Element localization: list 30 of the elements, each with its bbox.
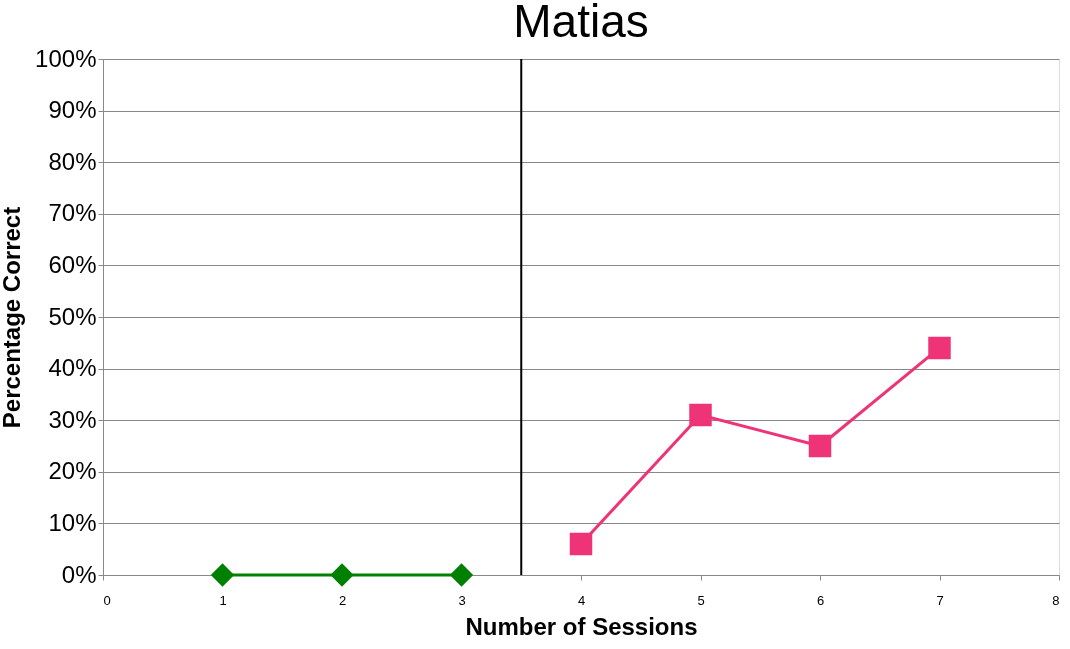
- x-tick-label: 5: [697, 592, 705, 608]
- point: [450, 563, 473, 587]
- point: [928, 336, 951, 360]
- y-tick-label: 40%: [48, 354, 97, 382]
- x-tick-label: 3: [458, 592, 466, 608]
- y-tick-label: 20%: [48, 457, 97, 485]
- point: [330, 563, 354, 587]
- x-tick-label: 8: [1052, 592, 1060, 608]
- chart-title: Matias: [513, 0, 649, 47]
- point: [689, 403, 712, 427]
- y-tick-label: 80%: [48, 147, 97, 175]
- x-tick-label: 4: [577, 592, 586, 608]
- x-tick-label: 0: [103, 592, 111, 608]
- x-axis-title: Number of Sessions: [465, 612, 698, 640]
- point: [569, 532, 593, 556]
- x-tick-label: 6: [816, 592, 825, 608]
- y-tick-label: 30%: [48, 405, 97, 433]
- point: [808, 434, 832, 458]
- x-tick-label: 7: [936, 592, 944, 608]
- y-tick-label: 100%: [35, 44, 97, 72]
- y-tick-label: 60%: [48, 250, 97, 278]
- x-tick-label: 2: [338, 592, 347, 608]
- x-tick-label: 1: [219, 592, 227, 608]
- point: [211, 563, 234, 587]
- y-tick-label: 70%: [48, 199, 97, 227]
- y-axis-title: Percentage Correct: [0, 206, 26, 429]
- y-tick-label: 0%: [61, 560, 97, 588]
- y-tick-label: 90%: [48, 96, 97, 124]
- y-tick-label: 10%: [48, 508, 97, 536]
- y-tick-label: 50%: [48, 302, 97, 330]
